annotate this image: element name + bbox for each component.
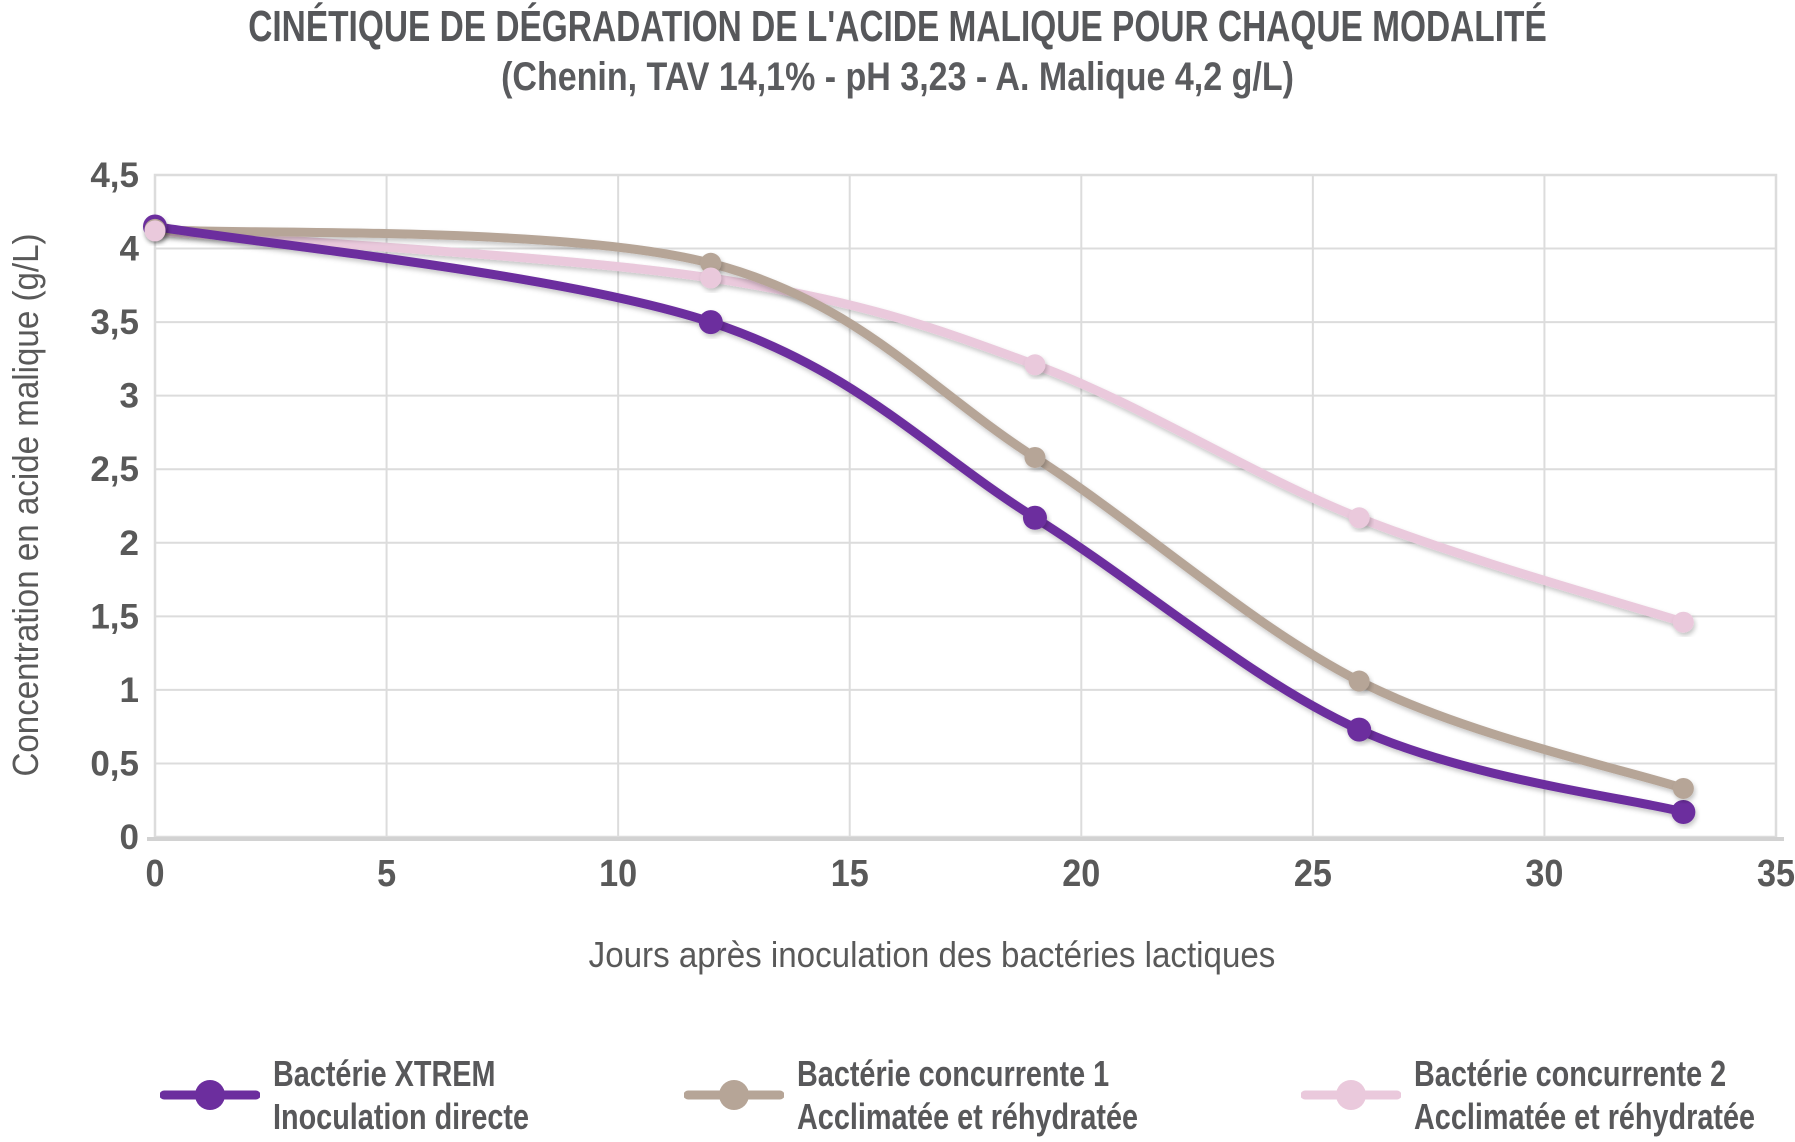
legend-series-name: Bactérie concurrente 1 bbox=[797, 1053, 1110, 1094]
data-point-series-1 bbox=[1672, 777, 1694, 799]
legend-series-name: Bactérie concurrente 2 bbox=[1414, 1053, 1727, 1094]
series-line-1 bbox=[150, 224, 1688, 793]
y-tick-label: 3,5 bbox=[90, 303, 139, 342]
x-tick-label: 35 bbox=[1757, 851, 1795, 894]
y-tick-label: 0 bbox=[120, 818, 139, 857]
y-tick-label: 1,5 bbox=[90, 597, 139, 636]
x-tick-label: 30 bbox=[1525, 851, 1563, 894]
legend-item-concurrente-2: Bactérie concurrente 2 Acclimatée et réh… bbox=[1301, 1052, 1795, 1138]
legend-series-subname: Acclimatée et réhydratée bbox=[1414, 1096, 1755, 1137]
data-point-series-1 bbox=[1348, 670, 1370, 692]
plot-border bbox=[153, 173, 1778, 839]
y-tick-label: 2,5 bbox=[90, 450, 139, 489]
x-tick-label: 20 bbox=[1062, 851, 1100, 894]
y-tick-label: 1 bbox=[120, 671, 139, 710]
x-tick-label: 10 bbox=[599, 851, 637, 894]
plot-area: 4,5 4 3,5 3 2,5 2 1,5 1 0,5 00 5 10 15 20 25 30 35 bbox=[90, 156, 1795, 894]
x-axis-title: Jours après inoculation des bactéries la… bbox=[588, 934, 1276, 975]
data-point-series-2 bbox=[144, 220, 166, 242]
data-point-series-2 bbox=[1672, 611, 1694, 633]
x-tick-label: 5 bbox=[377, 851, 396, 894]
y-tick-label: 3 bbox=[120, 377, 139, 416]
y-axis-title: Concentration en acide malique (g/L) bbox=[5, 233, 46, 777]
data-point-series-2 bbox=[1024, 354, 1046, 376]
y-tick-label: 0,5 bbox=[90, 744, 139, 783]
series-line-2 bbox=[150, 226, 1688, 627]
y-tick-label: 2 bbox=[120, 524, 139, 563]
series-line-0 bbox=[150, 221, 1688, 817]
legend-marker-concurrente-1-icon bbox=[684, 1080, 784, 1110]
legend-series-name: Bactérie XTREM bbox=[273, 1053, 496, 1094]
legend-marker-concurrente-2-icon bbox=[1301, 1080, 1401, 1110]
data-point-series-1 bbox=[1024, 446, 1046, 468]
legend-item-xtrem: Bactérie XTREM Inoculation directe bbox=[160, 1052, 593, 1138]
x-tick-label: 15 bbox=[831, 851, 869, 894]
data-point-series-2 bbox=[700, 267, 722, 289]
y-tick-label: 4 bbox=[120, 230, 140, 269]
data-point-series-1 bbox=[700, 252, 722, 274]
data-point-series-0 bbox=[1022, 505, 1047, 530]
y-tick-label: 4,5 bbox=[90, 156, 139, 195]
legend-series-subname: Inoculation directe bbox=[273, 1096, 530, 1137]
x-tick-label: 0 bbox=[145, 851, 164, 894]
data-point-series-0 bbox=[1671, 799, 1696, 824]
legend-item-concurrente-1: Bactérie concurrente 1 Acclimatée et réh… bbox=[684, 1052, 1223, 1138]
legend-marker-xtrem-icon bbox=[160, 1080, 260, 1110]
legend-series-subname: Acclimatée et réhydratée bbox=[797, 1096, 1138, 1137]
chart-title: CINÉTIQUE DE DÉGRADATION DE L'ACIDE MALI… bbox=[248, 2, 1547, 51]
data-point-series-0 bbox=[1347, 717, 1372, 742]
data-point-series-0 bbox=[698, 310, 723, 335]
chart-subtitle: (Chenin, TAV 14,1% - pH 3,23 - A. Maliqu… bbox=[501, 55, 1294, 99]
x-tick-label: 25 bbox=[1294, 851, 1332, 894]
data-point-series-2 bbox=[1348, 507, 1370, 529]
